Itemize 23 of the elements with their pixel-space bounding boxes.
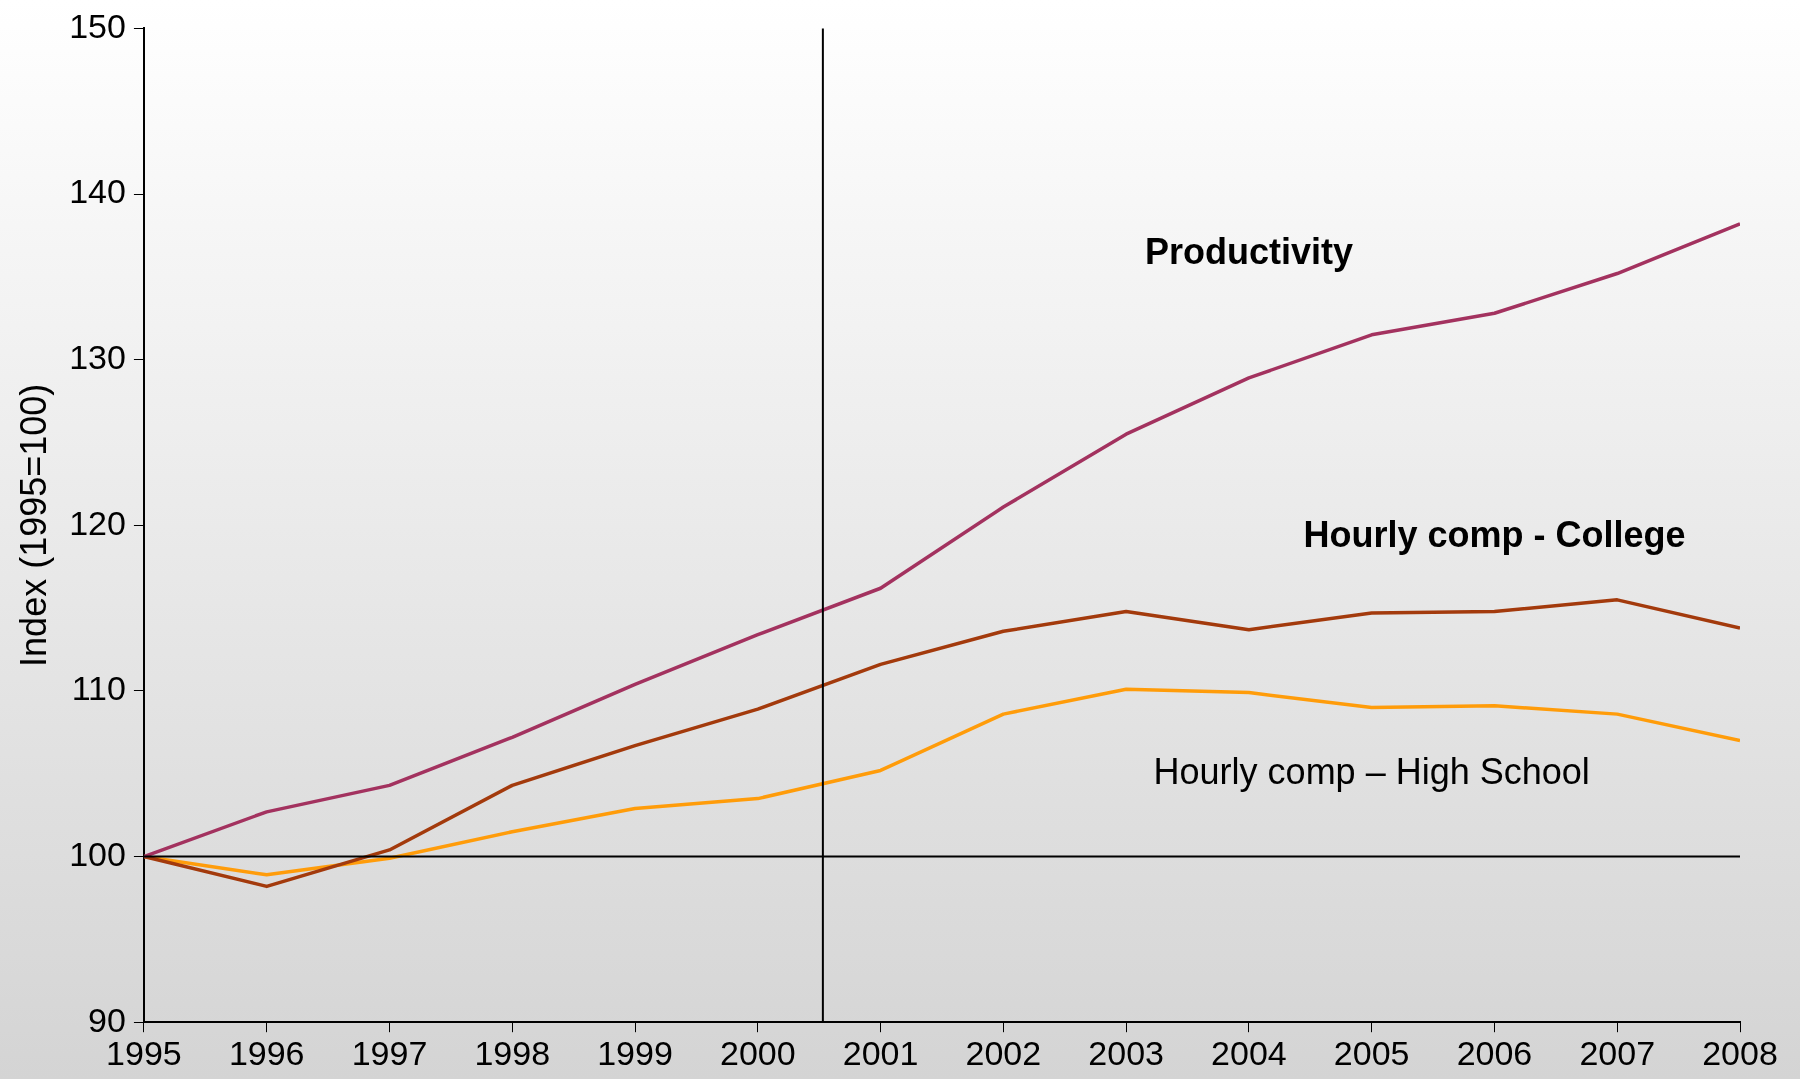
x-tick-label: 2003 — [1088, 1033, 1164, 1072]
series-label: Hourly comp – High School — [1153, 750, 1590, 792]
y-tick-label: 110 — [71, 669, 126, 708]
y-tick-label: 140 — [69, 172, 126, 211]
x-tick-label: 1997 — [351, 1033, 428, 1072]
y-tick-label: 120 — [69, 503, 126, 542]
x-tick-label: 2001 — [842, 1033, 919, 1072]
x-tick-label: 2005 — [1333, 1033, 1410, 1072]
x-tick-label: 2007 — [1579, 1033, 1656, 1072]
x-tick-label: 2006 — [1456, 1033, 1533, 1072]
y-tick-label: 130 — [69, 338, 126, 377]
y-tick-label: 100 — [69, 834, 126, 873]
y-tick-label: 150 — [69, 6, 126, 45]
y-axis-title: Index (1995=100) — [12, 383, 54, 667]
x-tick-label: 2000 — [719, 1033, 796, 1072]
x-tick-label: 2004 — [1211, 1033, 1287, 1072]
series-label: Productivity — [1144, 230, 1353, 272]
series-label: Hourly comp - College — [1303, 513, 1686, 555]
x-tick-label: 1999 — [597, 1033, 673, 1072]
x-tick-label: 1996 — [228, 1033, 305, 1072]
x-tick-label: 1998 — [474, 1033, 551, 1072]
x-tick-label: 2008 — [1702, 1033, 1778, 1072]
x-tick-label: 2002 — [965, 1033, 1042, 1072]
